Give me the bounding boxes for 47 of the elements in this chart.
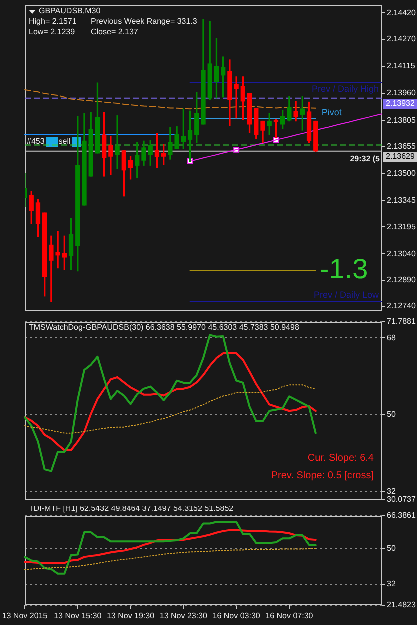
candlestick [115, 116, 120, 170]
series-label: Prev / Daily High [312, 84, 379, 94]
x-tick-label: 13 Nov 15:30 [54, 611, 102, 620]
annotation: High= 2.1571 [29, 17, 78, 26]
annotation: Cur. Slope: 6.4 [308, 452, 374, 464]
y-tick-label: 50 [387, 544, 396, 553]
x-tick-label: 13 Nov 2015 [2, 611, 48, 620]
y-tick-label: 2.12740 [387, 302, 416, 311]
y-tick-label: 2.13500 [387, 169, 416, 178]
annotation: Prev. Slope: 0.5 [cross] [271, 470, 374, 482]
y-tick-label: 2.13345 [387, 196, 416, 206]
annotation: sell [58, 136, 72, 146]
annotation: Previous Week Range= 331.3 [91, 17, 198, 26]
x-tick-label: 13 Nov 19:30 [106, 611, 156, 620]
y-tick-label: 2.13040 [387, 249, 416, 258]
y-tick-label: 30.0737 [387, 495, 416, 504]
annotation: -1.3 [320, 253, 368, 284]
x-tick-label: 13 Nov 23:30 [160, 611, 208, 620]
y-tick-label: 66.3861 [387, 511, 416, 520]
y-tick-label: 2.14270 [387, 34, 416, 44]
y-tick-label: 2.13655 [387, 142, 416, 151]
line-series [24, 548, 316, 570]
y-tick-label: 2.14420 [387, 8, 416, 18]
y-tick-label: 68 [387, 333, 396, 342]
series-label: Pivot [322, 107, 342, 118]
y-tick-label: 2.12890 [387, 276, 416, 285]
ref-line-label: 2.13932 [386, 99, 416, 108]
y-tick-label: 2.13805 [387, 116, 416, 125]
y-tick-label: 2.13195 [387, 222, 416, 232]
annotation: Close= 2.137 [91, 28, 139, 37]
x-tick-label: 16 Nov 03:30 [212, 611, 261, 620]
x-tick-label: 16 Nov 07:30 [266, 611, 314, 620]
annotation: Low= 2.1239 [29, 28, 76, 37]
series-label: Prev / Daily Low [314, 290, 380, 300]
annotation: #453 [27, 136, 46, 146]
y-tick-label: 32 [387, 486, 396, 496]
y-tick-label: 2.14115 [387, 62, 416, 71]
annotation: 29:32 (5 [350, 154, 381, 164]
line-series [24, 384, 316, 434]
chart-title: TMSWatchDog-GBPAUDSB(30) 66.3638 55.9970 45.6303 45.7383 50.9498 [29, 323, 300, 332]
y-tick-label: 21.4823 [387, 600, 416, 610]
y-tick-label: 71.7881 [387, 317, 416, 326]
y-tick-label: 32 [387, 580, 396, 589]
chart-title: GBPAUDSB,M30 [39, 6, 102, 16]
y-tick-label: 50 [387, 410, 396, 420]
y-tick-label: 2.13960 [387, 88, 416, 98]
ref-line-label: 2.13629 [386, 152, 416, 162]
